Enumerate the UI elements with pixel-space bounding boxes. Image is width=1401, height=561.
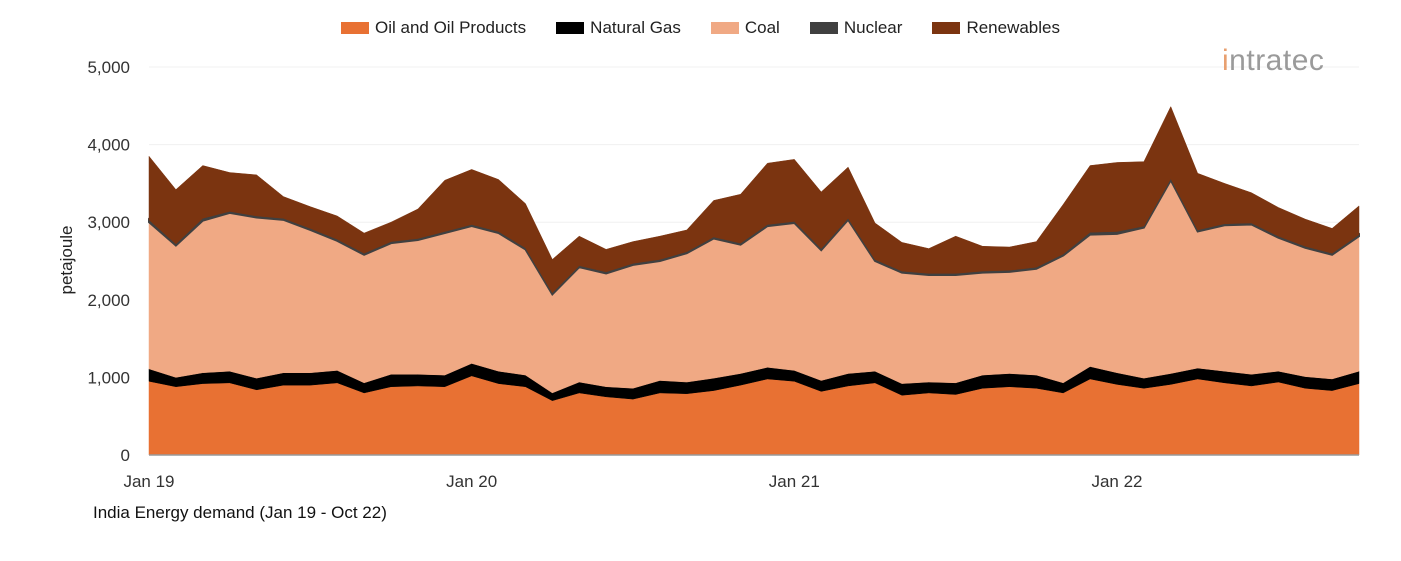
area-renewables	[148, 105, 1360, 294]
x-tick-label: Jan 22	[1091, 472, 1142, 491]
legend-swatch-gas	[556, 22, 585, 34]
y-tick-label: 4,000	[87, 136, 130, 155]
legend-swatch-oil	[340, 22, 369, 34]
x-tick-label: Jan 20	[446, 472, 497, 491]
legend-item-oil[interactable]: Oil and Oil Products	[340, 18, 527, 38]
x-tick-label: Jan 19	[123, 472, 174, 491]
x-tick-label: Jan 21	[769, 472, 820, 491]
y-tick-label: 0	[121, 446, 130, 465]
legend-label-gas: Natural Gas	[590, 18, 681, 37]
legend-swatch-renewables	[932, 22, 961, 34]
legend-item-nuclear[interactable]: Nuclear	[809, 18, 903, 38]
chart-title: India Energy demand (Jan 19 - Oct 22)	[93, 503, 387, 522]
legend: Oil and Oil Products Natural Gas Coal Nu…	[0, 18, 1401, 38]
legend-item-gas[interactable]: Natural Gas	[556, 18, 681, 38]
area-oil-and-oil-products	[148, 375, 1360, 456]
legend-label-nuclear: Nuclear	[843, 18, 903, 37]
legend-label-coal: Coal	[744, 18, 780, 37]
y-tick-label: 5,000	[87, 58, 130, 77]
legend-item-renewables[interactable]: Renewables	[932, 18, 1060, 38]
legend-swatch-coal	[710, 22, 739, 34]
legend-swatch-nuclear	[809, 22, 838, 34]
y-tick-label: 2,000	[87, 291, 130, 310]
legend-label-oil: Oil and Oil Products	[374, 18, 527, 37]
legend-item-coal[interactable]: Coal	[710, 18, 780, 38]
intratec-logo: intratec	[1222, 44, 1325, 77]
y-axis-label: petajoule	[57, 225, 76, 294]
y-tick-label: 3,000	[87, 213, 130, 232]
y-tick-label: 1,000	[87, 368, 130, 387]
legend-label-renewables: Renewables	[966, 18, 1060, 37]
